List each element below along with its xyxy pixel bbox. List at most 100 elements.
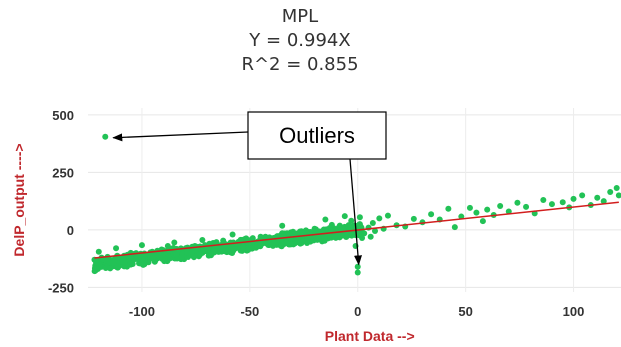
data-point	[594, 194, 601, 201]
data-point	[106, 259, 113, 266]
x-tick-label: 0	[354, 304, 361, 319]
data-point	[165, 253, 172, 260]
annotation-box	[247, 111, 387, 160]
data-point	[548, 201, 555, 208]
data-point	[473, 209, 480, 216]
y-tick-label: 0	[67, 223, 74, 238]
x-axis-label: Plant Data -->	[325, 328, 415, 344]
title-line-3: R^2 = 0.855	[241, 54, 358, 75]
data-point	[199, 237, 206, 244]
data-point	[121, 257, 128, 264]
data-point	[354, 269, 361, 276]
data-point	[359, 234, 366, 241]
data-point	[239, 247, 246, 254]
data-point	[341, 213, 348, 220]
data-point	[428, 211, 435, 218]
data-point	[246, 244, 253, 251]
y-tick-label: 500	[52, 108, 74, 123]
data-point	[186, 251, 193, 258]
data-point	[523, 203, 530, 210]
data-point	[337, 232, 344, 239]
x-tick-label: 100	[563, 304, 585, 319]
data-point	[149, 255, 156, 262]
data-point	[279, 222, 286, 229]
data-point	[171, 239, 178, 246]
data-point	[356, 221, 363, 228]
data-point	[298, 237, 305, 244]
data-point	[208, 252, 214, 259]
data-point	[136, 253, 143, 260]
data-point	[348, 217, 355, 224]
y-tick-label: 250	[52, 165, 74, 180]
data-point	[369, 220, 376, 226]
data-point	[607, 188, 614, 195]
data-point	[376, 215, 383, 222]
data-point	[322, 216, 329, 223]
data-point	[107, 265, 114, 272]
data-point	[201, 247, 208, 254]
data-point	[102, 133, 109, 140]
data-point	[302, 227, 309, 234]
data-point	[226, 243, 233, 250]
fit-line	[94, 201, 619, 259]
y-axis-label: DelP_output ---->	[11, 143, 27, 256]
data-point	[287, 241, 294, 248]
data-point	[268, 240, 275, 247]
data-point	[570, 195, 577, 202]
y-tick-labels: -250 0 250 500	[48, 108, 74, 295]
data-point	[484, 206, 491, 213]
data-point	[257, 233, 264, 240]
annotation-arrow-left	[112, 131, 249, 142]
data-point	[372, 228, 378, 235]
data-point	[354, 263, 361, 270]
data-point	[290, 228, 296, 235]
data-point	[311, 225, 318, 232]
data-point	[219, 246, 226, 253]
data-point	[320, 226, 327, 233]
data-point	[95, 248, 102, 255]
data-point	[410, 215, 417, 222]
data-point	[600, 198, 607, 205]
outliers-annotation: Outliers	[112, 111, 387, 266]
annotation-label: Outliers	[279, 123, 355, 148]
data-point	[141, 252, 148, 259]
data-point	[540, 197, 547, 203]
data-point	[93, 265, 100, 272]
data-point	[451, 224, 458, 231]
title-line-1: MPL	[282, 6, 318, 27]
x-tick-label: 50	[458, 304, 472, 319]
chart-title: MPL Y = 0.994X R^2 = 0.855	[241, 6, 358, 75]
data-point	[258, 240, 265, 247]
data-point	[514, 199, 521, 206]
data-point	[615, 192, 621, 199]
data-point	[138, 242, 145, 249]
data-point	[367, 233, 374, 240]
data-point	[283, 239, 290, 246]
data-point	[178, 253, 185, 260]
data-point	[213, 239, 220, 246]
data-point	[361, 230, 368, 237]
annotation-arrow-down	[349, 158, 362, 266]
title-line-2: Y = 0.994X	[248, 30, 350, 51]
data-point	[356, 214, 363, 221]
data-point	[466, 204, 473, 211]
data-point	[559, 199, 566, 206]
data-point	[579, 192, 586, 199]
data-point	[328, 221, 335, 228]
data-point	[229, 231, 236, 238]
data-point	[279, 230, 286, 237]
data-point	[497, 202, 504, 209]
x-tick-label: -100	[129, 304, 155, 319]
data-point	[458, 213, 465, 220]
data-point	[445, 205, 452, 212]
data-point	[346, 231, 353, 238]
data-point	[479, 218, 486, 225]
data-point	[613, 185, 620, 192]
x-tick-labels: -100 -50 0 50 100	[129, 304, 584, 319]
data-point	[384, 212, 391, 219]
data-point	[210, 246, 217, 253]
data-point	[140, 261, 147, 268]
data-point	[307, 238, 314, 245]
